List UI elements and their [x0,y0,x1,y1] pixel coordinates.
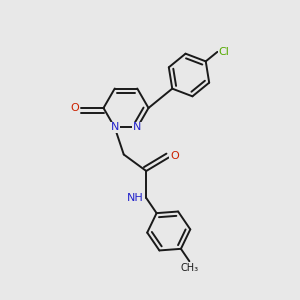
Text: O: O [170,151,179,161]
Text: N: N [133,122,141,133]
Text: O: O [71,103,80,113]
Text: N: N [111,122,119,133]
Text: Cl: Cl [218,47,230,57]
Text: CH₃: CH₃ [180,263,198,273]
Text: NH: NH [127,193,143,203]
